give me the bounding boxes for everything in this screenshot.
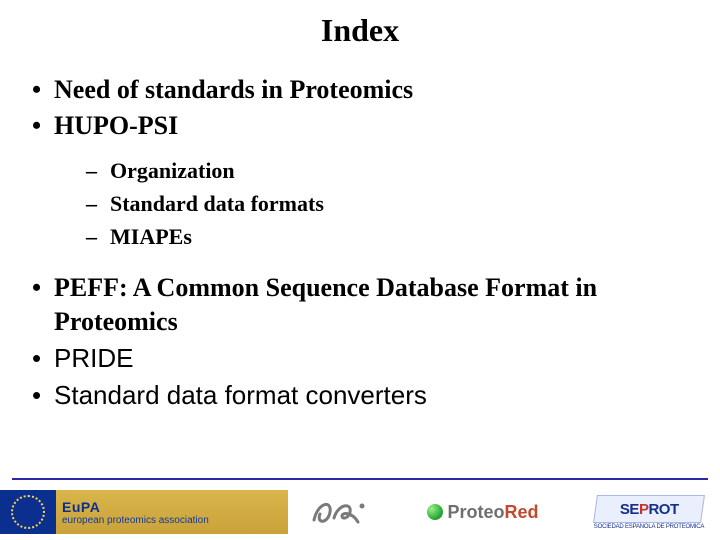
seprot-box: SEPROT xyxy=(593,495,705,523)
seprot-logo: SEPROT SOCIEDAD ESPAÑOLA DE PROTEÓMICA xyxy=(578,490,720,534)
bullet-text: Standard data format converters xyxy=(54,380,427,410)
eupa-text: EuPA european proteomics association xyxy=(62,490,284,534)
sub-bullet-organization: Organization xyxy=(84,154,694,187)
proteored-logo: ProteoRed xyxy=(388,490,578,534)
seprot-text: SEPROT xyxy=(620,500,679,517)
bullet-converters: Standard data format converters xyxy=(26,378,694,412)
sub-bullet-text: Standard data formats xyxy=(110,191,324,216)
slide-title: Index xyxy=(0,12,720,49)
seprot-caption: SOCIEDAD ESPAÑOLA DE PROTEÓMICA xyxy=(594,524,704,530)
eupa-logo: EuPA european proteomics association xyxy=(0,490,288,534)
bullet-pride: PRIDE xyxy=(26,341,694,375)
bullet-need-standards: Need of standards in Proteomics xyxy=(26,73,694,107)
eupa-subtitle: european proteomics association xyxy=(62,515,284,526)
bullet-hupo-psi: HUPO-PSI Organization Standard data form… xyxy=(26,109,694,252)
bullet-text: Need of standards in Proteomics xyxy=(54,75,413,104)
proteored-text: ProteoRed xyxy=(447,502,538,523)
proteored-part1: Proteo xyxy=(447,502,504,522)
divider-line xyxy=(12,478,708,480)
seprot-mid: P xyxy=(639,500,649,517)
er-script-icon xyxy=(308,494,368,530)
bullet-text: PRIDE xyxy=(54,343,133,373)
bullet-list: Need of standards in Proteomics HUPO-PSI… xyxy=(26,73,694,412)
sub-bullet-miapes: MIAPEs xyxy=(84,220,694,253)
eu-flag-icon xyxy=(0,490,56,534)
slide: Index Need of standards in Proteomics HU… xyxy=(0,0,720,540)
seprot-suffix: ROT xyxy=(648,500,678,517)
eupa-title: EuPA xyxy=(62,499,284,515)
content-area: Need of standards in Proteomics HUPO-PSI… xyxy=(0,73,720,540)
sub-bullet-text: Organization xyxy=(110,158,235,183)
bullet-text: HUPO-PSI xyxy=(54,111,178,140)
globe-icon xyxy=(427,504,443,520)
sub-bullet-standard-formats: Standard data formats xyxy=(84,187,694,220)
footer: EuPA european proteomics association Pro… xyxy=(0,478,720,540)
bullet-peff: PEFF: A Common Sequence Database Format … xyxy=(26,271,694,340)
proteored-part2: Red xyxy=(505,502,539,522)
sub-bullet-list: Organization Standard data formats MIAPE… xyxy=(84,154,694,253)
seprot-prefix: SE xyxy=(620,500,639,517)
bullet-text: PEFF: A Common Sequence Database Format … xyxy=(54,273,597,336)
eu-stars-icon xyxy=(11,495,45,529)
logo-strip: EuPA european proteomics association Pro… xyxy=(0,490,720,534)
sub-bullet-text: MIAPEs xyxy=(110,224,192,249)
er-logo xyxy=(288,490,388,534)
